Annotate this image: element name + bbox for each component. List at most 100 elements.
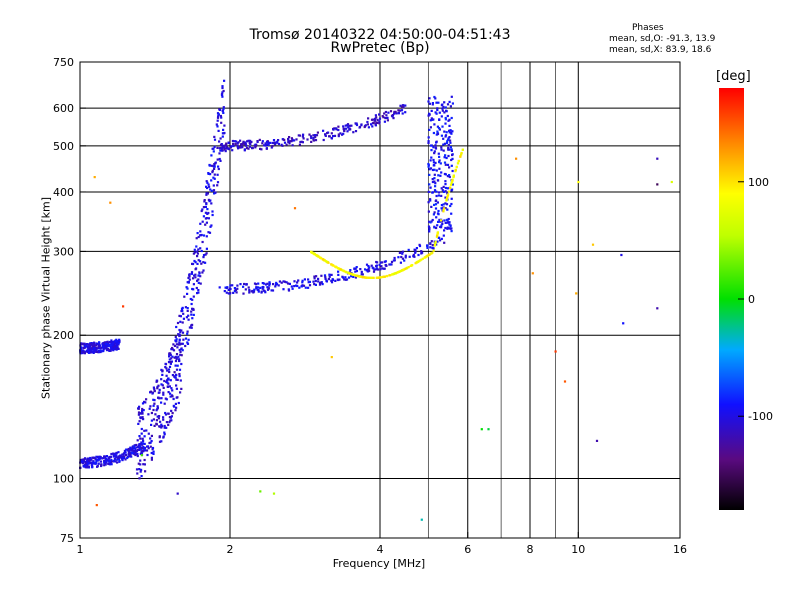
echo-point [441, 103, 444, 106]
echo-point [175, 338, 178, 341]
echo-point [157, 417, 160, 420]
echo-point [170, 409, 173, 412]
echo-point [199, 260, 202, 263]
echo-point [194, 276, 197, 279]
echo-point [420, 252, 423, 255]
echo-point [436, 107, 439, 110]
echo-point [314, 283, 317, 286]
echo-point [331, 278, 334, 281]
echo-point [161, 369, 164, 372]
echo-point [293, 280, 296, 283]
echo-point [128, 455, 132, 458]
echo-point [436, 108, 439, 112]
echo-point [363, 276, 366, 279]
echo-point [129, 446, 132, 449]
echo-point [203, 199, 206, 202]
echo-point [275, 281, 278, 284]
echo-point [333, 127, 336, 130]
echo-point [446, 140, 449, 143]
echo-point [446, 196, 449, 200]
echo-point [161, 425, 164, 428]
echo-point [220, 121, 223, 124]
echo-point [330, 132, 333, 135]
echo-point [317, 280, 320, 283]
echo-point [133, 452, 136, 456]
echo-point [178, 314, 181, 317]
echo-point [151, 392, 154, 395]
y-tick-label: 600 [53, 102, 74, 115]
echo-point [98, 457, 101, 460]
echo-point [181, 306, 184, 309]
echo-point [377, 268, 380, 271]
echo-point [187, 338, 190, 341]
echo-point [427, 164, 430, 167]
echo-point [436, 212, 440, 215]
echo-point [264, 291, 267, 294]
echo-point [386, 116, 389, 119]
echo-point [176, 346, 179, 349]
echo-point [451, 157, 454, 160]
echo-point [211, 213, 214, 217]
echo-point [270, 289, 273, 292]
echo-point [433, 189, 437, 192]
echo-point [367, 267, 370, 270]
echo-point [364, 276, 368, 279]
echo-point [430, 109, 433, 112]
outlier-point [656, 183, 659, 186]
echo-point [435, 199, 438, 202]
echo-point [106, 341, 109, 344]
echo-point [216, 158, 219, 161]
echo-point [88, 348, 91, 351]
echo-point [149, 390, 152, 393]
echo-point [196, 255, 199, 258]
echo-point [308, 284, 312, 287]
echo-point [310, 136, 313, 140]
echo-point [205, 247, 208, 250]
echo-point [168, 358, 171, 361]
echo-point [138, 420, 141, 423]
echo-point [358, 125, 362, 129]
echo-point [222, 111, 225, 114]
echo-point [112, 454, 115, 457]
echo-point [186, 309, 189, 312]
echo-point [401, 112, 404, 115]
echo-point [167, 361, 171, 364]
echo-point [171, 346, 174, 350]
echo-point [156, 415, 159, 418]
echo-point [156, 407, 159, 411]
echo-point [115, 346, 118, 349]
echo-point [170, 357, 173, 360]
echo-point [103, 464, 106, 467]
echo-point [446, 192, 449, 195]
echo-point [145, 429, 148, 432]
echo-point [141, 450, 144, 453]
echo-point [391, 115, 394, 118]
echo-point [141, 437, 144, 440]
colorbar-ticks: 100 0 -100 [738, 176, 773, 423]
echo-point [401, 252, 404, 255]
echo-point [444, 154, 447, 157]
echo-point [392, 272, 395, 275]
echo-point [449, 186, 452, 189]
echo-point [210, 164, 213, 167]
echo-point [345, 271, 348, 274]
echo-point [429, 242, 432, 246]
echo-point [430, 205, 433, 208]
echo-point [210, 224, 213, 227]
echo-point [218, 152, 221, 155]
echo-point [169, 395, 172, 398]
echo-point [442, 105, 445, 109]
echo-point [145, 449, 149, 452]
echo-point [312, 138, 315, 141]
echo-point [440, 226, 443, 229]
echo-point [117, 457, 121, 461]
echo-point [261, 287, 264, 290]
echo-point [332, 128, 335, 131]
echo-point [370, 264, 373, 267]
echo-point [161, 384, 164, 387]
echo-point [441, 222, 444, 225]
echo-point [260, 290, 263, 293]
echo-point [441, 189, 444, 192]
echo-point [447, 137, 450, 140]
echo-point [415, 247, 418, 250]
